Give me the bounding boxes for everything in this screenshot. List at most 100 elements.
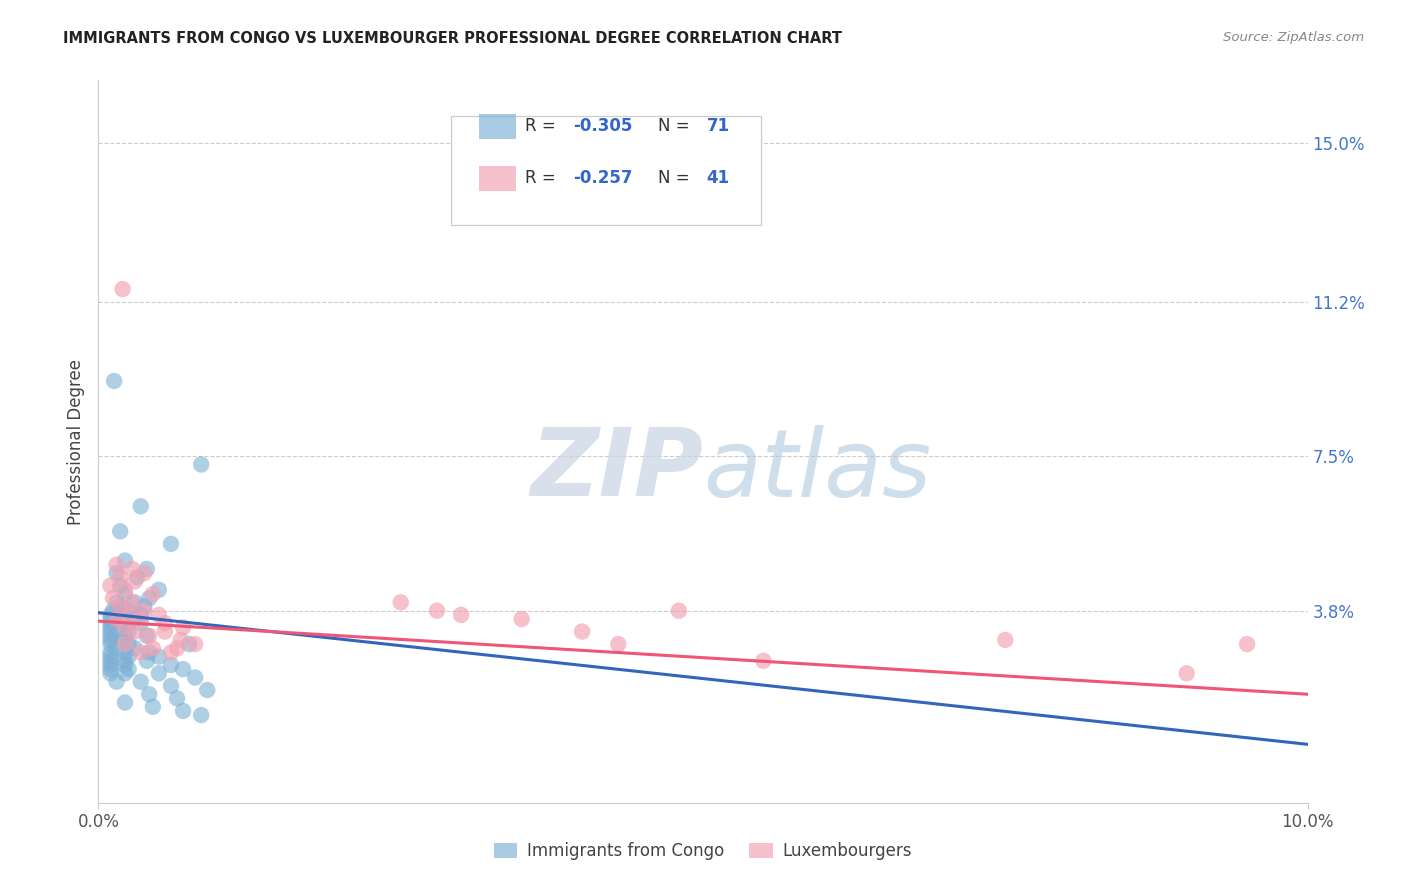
Point [118, 662, 141, 676]
Point [114, 654, 136, 668]
Point [100, 654, 122, 668]
Point [114, 587, 136, 601]
Point [124, 612, 146, 626]
Point [138, 629, 160, 643]
Point [100, 620, 122, 634]
Point [195, 683, 218, 698]
Point [118, 637, 141, 651]
Point [138, 591, 160, 606]
Point [100, 649, 122, 664]
Point [160, 645, 183, 659]
Point [172, 620, 194, 634]
Point [179, 637, 201, 651]
Point [129, 616, 152, 631]
Point [121, 595, 143, 609]
Point [114, 629, 136, 643]
Point [124, 624, 146, 639]
Point [148, 607, 170, 622]
Point [114, 645, 136, 659]
Point [160, 537, 183, 551]
Text: N =: N = [658, 169, 695, 186]
Text: IMMIGRANTS FROM CONGO VS LUXEMBOURGER PROFESSIONAL DEGREE CORRELATION CHART: IMMIGRANTS FROM CONGO VS LUXEMBOURGER PR… [63, 31, 842, 46]
Point [172, 662, 194, 676]
Point [142, 699, 165, 714]
Point [124, 574, 146, 589]
Point [124, 595, 146, 609]
Point [103, 374, 125, 388]
Point [108, 524, 131, 539]
Point [135, 562, 157, 576]
Point [153, 616, 176, 631]
Point [108, 599, 131, 614]
Point [114, 696, 136, 710]
Point [142, 587, 165, 601]
Point [169, 632, 191, 647]
Text: N =: N = [658, 117, 695, 135]
Point [114, 657, 136, 672]
Point [118, 649, 141, 664]
Text: R =: R = [526, 169, 561, 186]
Point [607, 637, 630, 651]
Text: Source: ZipAtlas.com: Source: ZipAtlas.com [1223, 31, 1364, 45]
Point [114, 607, 136, 622]
Point [129, 607, 152, 622]
Point [100, 629, 122, 643]
Y-axis label: Professional Degree: Professional Degree [66, 359, 84, 524]
Point [184, 671, 207, 685]
Point [100, 612, 122, 626]
Point [129, 612, 152, 626]
Point [142, 641, 165, 656]
Point [134, 604, 156, 618]
Point [118, 607, 141, 622]
Point [100, 666, 122, 681]
Point [571, 624, 593, 639]
Point [668, 604, 690, 618]
Text: -0.305: -0.305 [574, 117, 633, 135]
Point [100, 579, 122, 593]
Point [111, 612, 134, 626]
Point [160, 657, 183, 672]
Point [114, 637, 136, 651]
Text: 41: 41 [707, 169, 730, 186]
Point [105, 558, 128, 572]
Point [100, 645, 122, 659]
Point [108, 579, 131, 593]
Point [190, 708, 212, 723]
Point [101, 604, 124, 618]
Legend: Immigrants from Congo, Luxembourgers: Immigrants from Congo, Luxembourgers [486, 836, 920, 867]
Point [426, 604, 449, 618]
Point [153, 624, 176, 639]
Point [100, 662, 122, 676]
Point [105, 566, 128, 580]
Point [118, 624, 141, 639]
Point [114, 620, 136, 634]
Point [190, 458, 212, 472]
Text: atlas: atlas [703, 425, 931, 516]
Point [101, 591, 124, 606]
Point [118, 604, 141, 618]
Point [148, 666, 170, 681]
Point [1236, 637, 1258, 651]
Point [138, 687, 160, 701]
Point [172, 704, 194, 718]
Point [166, 691, 188, 706]
Point [134, 566, 156, 580]
Point [127, 570, 149, 584]
Point [100, 632, 122, 647]
Point [752, 654, 775, 668]
Point [166, 641, 188, 656]
Point [389, 595, 412, 609]
Point [105, 641, 128, 656]
Point [134, 599, 156, 614]
Point [114, 616, 136, 631]
Point [135, 654, 157, 668]
Point [1175, 666, 1198, 681]
Point [108, 570, 131, 584]
Bar [479, 166, 516, 191]
Point [100, 624, 122, 639]
Point [510, 612, 533, 626]
Text: -0.257: -0.257 [574, 169, 633, 186]
Point [105, 612, 128, 626]
Point [100, 657, 122, 672]
Text: ZIP: ZIP [530, 425, 703, 516]
